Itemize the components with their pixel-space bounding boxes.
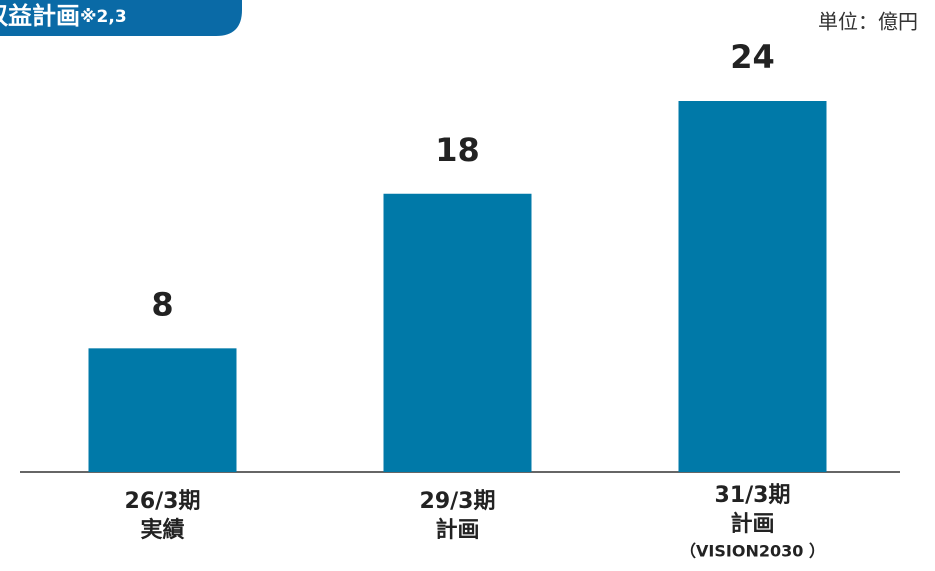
x-tick-label: （VISION2030 ） bbox=[680, 542, 825, 561]
bar bbox=[678, 101, 827, 472]
x-tick-label: 29/3期 bbox=[420, 489, 496, 514]
bar bbox=[383, 193, 532, 472]
title-note: ※2,3 bbox=[80, 7, 127, 27]
chart-title: 収益計画※2,3 bbox=[0, 2, 127, 30]
bar bbox=[88, 348, 237, 472]
x-tick-label: 26/3期 bbox=[125, 489, 201, 514]
unit-label: 単位：億円 bbox=[818, 10, 918, 34]
x-tick-label: 実績 bbox=[140, 517, 184, 543]
x-tick-label: 31/3期 bbox=[715, 483, 791, 508]
value-label: 24 bbox=[730, 38, 775, 76]
x-tick-label: 計画 bbox=[730, 511, 774, 537]
value-label: 8 bbox=[151, 285, 173, 323]
title-banner bbox=[0, 0, 242, 36]
title-text: 収益計画 bbox=[0, 2, 80, 30]
x-tick-label: 計画 bbox=[435, 517, 479, 543]
value-label: 18 bbox=[435, 131, 480, 169]
